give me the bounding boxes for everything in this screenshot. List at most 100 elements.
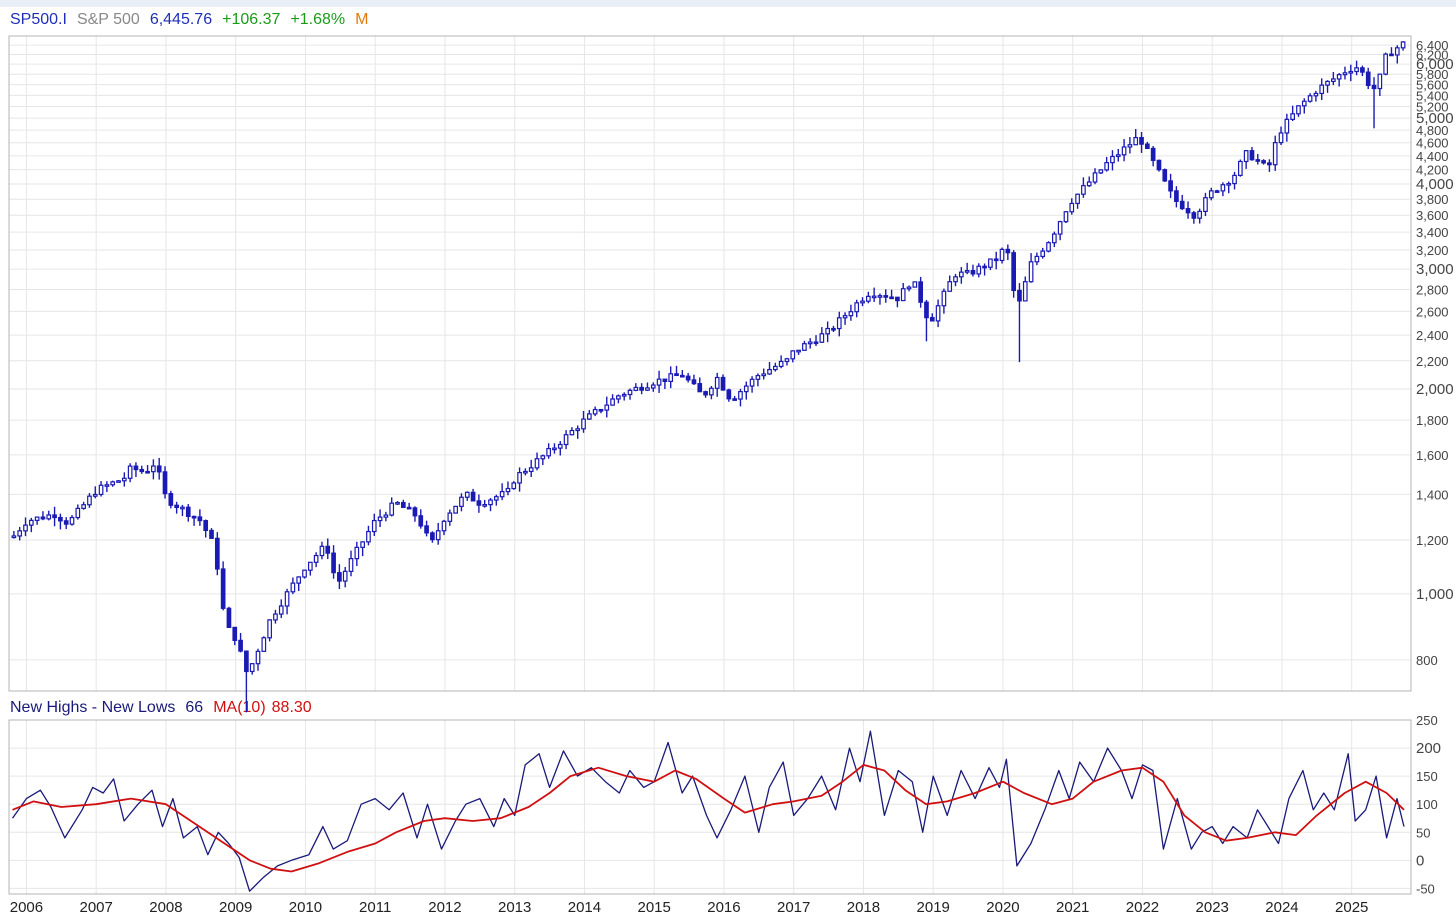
candle-body <box>813 341 819 345</box>
candle-body <box>999 248 1005 262</box>
symbol-label[interactable]: SP500.I <box>10 11 67 28</box>
candle-body <box>1267 162 1272 166</box>
candle-body <box>81 504 86 509</box>
candle-body <box>34 516 40 521</box>
indicator-name[interactable]: New Highs - New Lows <box>10 699 176 716</box>
candle-body <box>185 506 191 518</box>
ma-label[interactable]: MA(10) <box>213 699 266 716</box>
candle-body <box>348 558 354 572</box>
x-tick-label: 2020 <box>986 899 1019 916</box>
candle-body <box>87 495 92 506</box>
candle-body <box>1144 143 1150 150</box>
candle-body <box>430 532 435 541</box>
candle-body <box>1330 78 1336 83</box>
candle-body <box>354 546 360 560</box>
candle-body <box>1017 289 1022 302</box>
candle-body <box>1150 147 1156 161</box>
candle-body <box>616 395 621 400</box>
candle-body <box>592 408 598 415</box>
candle-body <box>1354 67 1359 73</box>
candle-body <box>778 360 784 368</box>
candle-body <box>912 281 918 288</box>
candle-body <box>557 443 563 449</box>
x-tick-label: 2017 <box>777 899 810 916</box>
candle-body <box>1185 208 1191 214</box>
candle-body <box>714 376 720 389</box>
candle-body <box>1110 155 1115 164</box>
candle-body <box>668 373 674 383</box>
candle-body <box>1237 160 1243 176</box>
candle-body <box>400 501 406 508</box>
candle-body <box>848 311 854 317</box>
price-y-tick-label: 6,400 <box>1416 38 1449 53</box>
price-y-tick-label: 5,600 <box>1416 78 1449 93</box>
candle-body <box>1191 212 1197 219</box>
candle-body <box>447 512 453 522</box>
candle-body <box>482 504 488 507</box>
candle-body <box>970 270 976 275</box>
last-price: 6,445.76 <box>149 11 213 28</box>
candle-body <box>1365 71 1371 87</box>
candle-body <box>761 373 767 377</box>
candle-body <box>1208 190 1214 199</box>
candle-body <box>1075 193 1080 205</box>
candle-body <box>337 572 342 582</box>
x-tick-label: 2007 <box>80 899 113 916</box>
candle-body <box>720 376 726 391</box>
candle-body <box>459 496 464 507</box>
candle-body <box>1092 172 1098 183</box>
price-y-tick-label: 3,600 <box>1416 208 1449 223</box>
candle-body <box>1063 211 1069 223</box>
candle-body <box>645 387 650 391</box>
price-y-tick-label: 6,200 <box>1416 47 1449 62</box>
candle-body <box>69 516 75 525</box>
indicator-y-tick-label: 200 <box>1416 740 1441 757</box>
candle-body <box>1139 136 1144 145</box>
candle-body <box>493 496 499 501</box>
candle-body <box>598 408 604 412</box>
candle-body <box>23 524 28 532</box>
indicator-legend: New Highs - New Lows 66 MA(10) 88.30 <box>10 699 322 717</box>
candle-body <box>383 514 389 518</box>
price-y-tick-label: 800 <box>1416 653 1438 668</box>
candle-body <box>424 525 429 534</box>
x-tick-label: 2013 <box>498 899 531 916</box>
candle-body <box>209 529 214 539</box>
candle-body <box>174 504 179 509</box>
candle-body <box>889 296 894 300</box>
candle-body <box>662 378 668 383</box>
candle-body <box>1162 169 1168 182</box>
x-tick-label: 2008 <box>149 899 182 916</box>
candle-body <box>139 468 145 473</box>
candle-body <box>900 288 906 302</box>
price-change: +106.37 <box>222 11 281 28</box>
x-tick-label: 2023 <box>1196 899 1229 916</box>
candle-body <box>1232 174 1237 185</box>
candle-body <box>854 302 860 313</box>
price-y-tick-label: 4,000 <box>1416 176 1454 193</box>
period-label[interactable]: M <box>355 11 369 28</box>
price-y-tick-label: 1,800 <box>1416 413 1449 428</box>
candle-body <box>988 258 993 268</box>
candle-body <box>1086 181 1092 187</box>
price-y-tick-label: 4,200 <box>1416 163 1449 178</box>
candle-body <box>395 501 400 505</box>
candle-body <box>273 613 278 621</box>
candle-body <box>1301 100 1307 107</box>
candle-body <box>249 663 255 673</box>
x-tick-label: 2016 <box>707 899 740 916</box>
price-y-tick-label: 5,200 <box>1416 99 1449 114</box>
candle-body <box>947 281 953 292</box>
candle-body <box>470 491 476 502</box>
candle-body <box>1057 221 1063 235</box>
x-tick-label: 2015 <box>638 899 671 916</box>
candle-body <box>883 295 889 298</box>
candle-body <box>1220 184 1226 192</box>
candle-body <box>1174 190 1179 202</box>
candle-body <box>755 375 761 380</box>
candle-body <box>842 315 848 319</box>
price-y-tick-label: 5,400 <box>1416 88 1449 103</box>
candle-body <box>1307 95 1313 102</box>
candle-body <box>633 386 639 391</box>
